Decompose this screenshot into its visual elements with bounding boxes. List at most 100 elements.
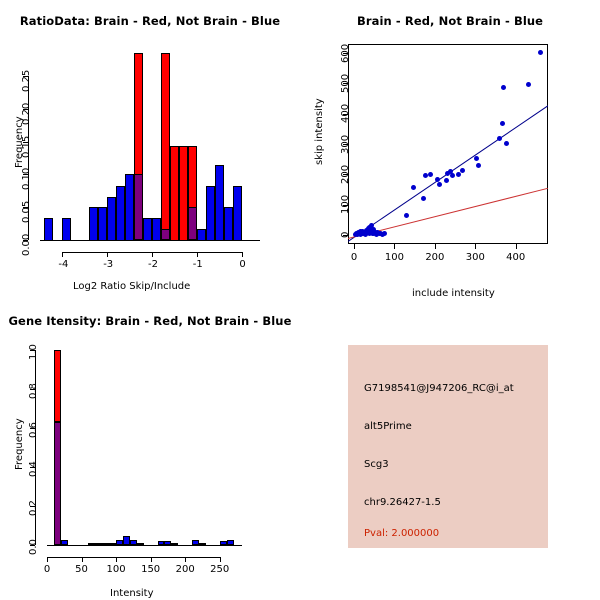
ratio-y-tick	[23, 174, 28, 176]
scatter-x-tick-label: 200	[425, 252, 445, 263]
scatter-point	[500, 121, 506, 127]
ratio-y-axis-line	[28, 76, 29, 240]
scatter-x-tick	[475, 244, 477, 249]
ratio-y-tick	[23, 207, 28, 209]
gene-intensity-plot-area	[47, 350, 237, 545]
scatter-y-tick	[343, 234, 348, 236]
gene-y-axis-line	[35, 350, 36, 545]
scatter-point	[447, 168, 453, 174]
scatter-y-tick-label: 0	[340, 231, 351, 239]
gene-info-panel: G7198541@J947206_RC@i_at alt5Prime Scg3 …	[300, 300, 600, 600]
scatter-point	[456, 172, 462, 178]
ratio-x-tick	[107, 252, 109, 257]
scatter-x-tick-label: 300	[465, 252, 485, 263]
ratio-x-tick-label: 0	[239, 259, 246, 270]
gene-info-card: G7198541@J947206_RC@i_at alt5Prime Scg3 …	[348, 345, 548, 548]
gene-histogram-bar-not-brain	[136, 542, 144, 545]
scatter-x-tick-label: 400	[506, 252, 526, 263]
gene-x-tick	[47, 557, 48, 562]
gene-x-tick-label: 0	[43, 564, 51, 575]
gene-histogram-bar-not-brain	[102, 542, 110, 545]
scatter-y-tick-label: 300	[340, 134, 351, 154]
gene-histogram-bar-not-brain	[171, 542, 179, 545]
intensity-scatter-axes: 0 100 200 300 400 500 600 0 100 200 300 400	[300, 0, 600, 300]
scatter-point	[435, 176, 441, 182]
info-event-type: alt5Prime	[364, 421, 412, 432]
scatter-point	[368, 223, 374, 229]
gene-intensity-x-axis-title: Intensity	[110, 588, 154, 599]
ratio-y-tick	[23, 240, 28, 241]
gene-x-tick	[219, 557, 221, 562]
gene-y-tick-label: 0.2	[28, 500, 39, 516]
scatter-point	[421, 196, 427, 202]
scatter-point	[410, 184, 416, 190]
scatter-y-tick-label: 200	[340, 164, 351, 184]
ratio-y-tick-label: 0.25	[21, 69, 32, 93]
gene-intensity-title: Gene Itensity: Brain - Red, Not Brain - …	[8, 314, 292, 328]
intensity-scatter-panel: Brain - Red, Not Brain - Blue skip inten…	[300, 0, 600, 300]
scatter-point	[504, 141, 510, 147]
scatter-point	[427, 172, 433, 178]
ratio-histogram-x-axis-title: Log2 Ratio Skip/Include	[73, 281, 191, 292]
scatter-point	[437, 181, 443, 187]
gene-y-tick	[30, 506, 35, 507]
histogram-bar-brain	[187, 146, 197, 209]
info-gene-symbol: Scg3	[364, 459, 389, 470]
ratio-histogram-title: RatioData: Brain - Red, Not Brain - Blue	[19, 14, 281, 28]
scatter-point	[445, 170, 451, 176]
gene-histogram-bar-not-brain	[109, 542, 117, 545]
scatter-point	[526, 81, 532, 87]
gene-baseline	[47, 545, 242, 546]
histogram-bar-brain	[134, 52, 144, 176]
gene-intensity-axes: 0.0 0.2 0.4 0.6 0.8 1.0 0 50 100 150 200 250	[0, 300, 300, 600]
gene-histogram-bar-not-brain	[88, 542, 96, 545]
gene-y-tick	[30, 350, 35, 351]
scatter-point	[381, 231, 387, 237]
intensity-scatter-x-axis-title: include intensity	[412, 288, 495, 299]
ratio-x-tick	[62, 252, 64, 257]
scatter-x-tick	[354, 244, 356, 249]
gene-y-tick-label: 0.8	[28, 383, 39, 399]
gene-histogram-bar-not-brain	[60, 539, 68, 545]
scatter-point	[473, 155, 479, 161]
ratio-x-tick	[241, 252, 243, 257]
gene-x-tick-label: 50	[75, 564, 88, 575]
gene-histogram-bar-not-brain	[226, 539, 234, 545]
gene-histogram-bar-not-brain	[116, 539, 123, 545]
info-locus: chr9.26427-1.5	[364, 497, 441, 508]
scatter-x-tick	[394, 244, 396, 249]
ratio-baseline	[40, 240, 260, 241]
gene-x-tick-label: 250	[210, 564, 230, 575]
gene-y-tick-label: 0.4	[28, 461, 39, 477]
gene-histogram-bar-not-brain	[219, 540, 227, 545]
gene-histogram-bar-not-brain	[199, 542, 206, 545]
ratio-x-tick	[151, 252, 153, 257]
scatter-y-tick	[343, 53, 348, 55]
gene-intensity-panel: Gene Itensity: Brain - Red, Not Brain - …	[0, 300, 300, 600]
gene-x-tick	[81, 557, 83, 562]
intensity-scatter-title: Brain - Red, Not Brain - Blue	[356, 14, 544, 28]
scatter-point	[459, 168, 465, 174]
scatter-x-tick	[434, 244, 436, 249]
scatter-y-tick-label: 500	[340, 73, 351, 93]
gene-x-tick	[116, 557, 118, 562]
ratio-x-tick	[196, 252, 198, 257]
gene-y-tick-label: 0.6	[28, 422, 39, 438]
gene-histogram-bar-not-brain	[192, 539, 199, 545]
scatter-point	[449, 173, 455, 179]
ratio-x-tick-label: -1	[192, 259, 203, 270]
intensity-scatter-data-layer	[348, 44, 548, 244]
histogram-bar-brain	[160, 52, 170, 230]
ratio-x-tick-label: -4	[58, 259, 69, 270]
gene-y-tick	[30, 389, 35, 390]
scatter-y-tick	[343, 113, 348, 115]
ratio-y-tick-label: 0.20	[21, 102, 32, 125]
gene-x-tick-label: 150	[141, 564, 161, 575]
ratio-y-tick	[23, 108, 28, 110]
ratio-x-tick-label: -2	[147, 259, 158, 270]
info-probe-id: G7198541@J947206_RC@i_at	[364, 383, 514, 394]
gene-x-tick-label: 200	[175, 564, 195, 575]
ratio-y-tick-label: 0.10	[21, 168, 32, 191]
scatter-y-tick-label: 600	[340, 43, 351, 63]
